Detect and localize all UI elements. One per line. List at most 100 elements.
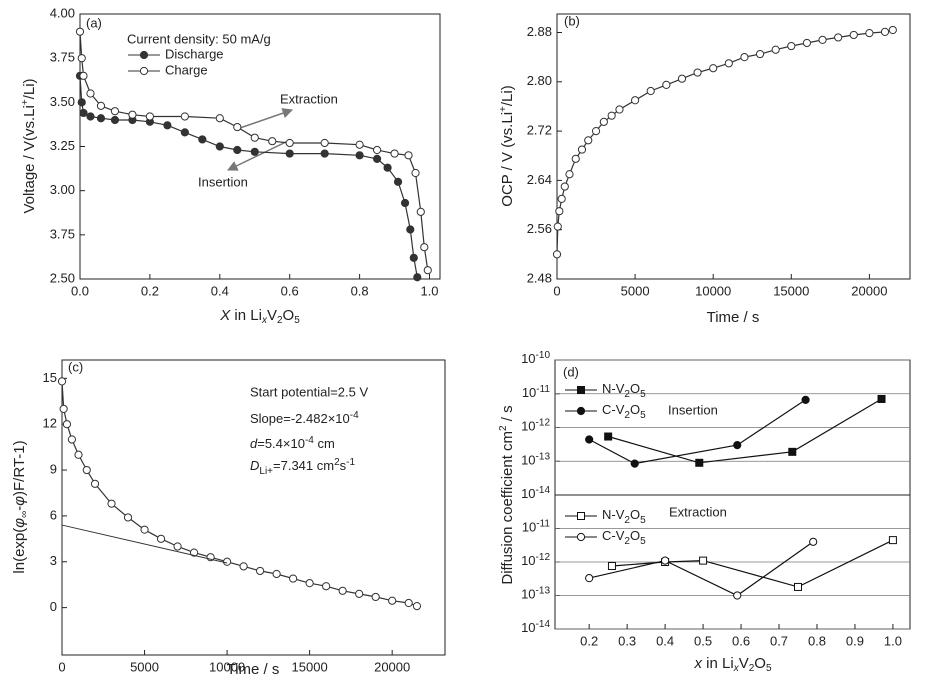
text-part: 10 <box>521 553 535 568</box>
text-part: -4 <box>305 435 314 446</box>
x-tick-label: 1.0 <box>420 283 438 298</box>
marker-circle <box>413 273 422 282</box>
y-tick-label: 6 <box>50 507 57 522</box>
x-tick-label: 0.3 <box>618 633 636 648</box>
marker-circle <box>693 68 702 77</box>
marker-circle <box>371 592 380 602</box>
text-part: -4 <box>350 410 359 421</box>
marker-square <box>577 512 585 520</box>
y-tick-label: 3.75 <box>50 50 75 65</box>
marker-circle <box>577 145 587 154</box>
text-part: -13 <box>536 585 551 596</box>
marker-circle <box>355 140 364 149</box>
marker-circle <box>289 574 298 583</box>
series-line <box>79 75 418 278</box>
marker-circle <box>79 108 88 118</box>
marker-circle <box>404 598 413 608</box>
marker-circle <box>552 250 562 259</box>
text-part: x <box>733 663 740 674</box>
x-axis-label: Time / s <box>707 309 760 326</box>
text-part: 10 <box>521 419 535 434</box>
x-tick-label: 0 <box>58 659 65 674</box>
text-part: -14 <box>536 485 551 496</box>
text-part: 2 <box>498 425 509 431</box>
marker-circle <box>390 149 399 158</box>
text-part: 10 <box>521 587 535 602</box>
marker-circle <box>67 435 77 444</box>
text-part: φ <box>11 518 28 528</box>
annotation: Slope=-2.482×10-4 <box>250 410 359 427</box>
y-tick-label: 2.72 <box>527 123 552 138</box>
text-part: 2 <box>624 515 630 526</box>
marker-circle <box>268 137 277 146</box>
series-line <box>61 524 228 564</box>
text-part: -14 <box>536 619 551 630</box>
text-part: x <box>694 655 703 672</box>
annotation: Start potential=2.5 V <box>250 384 368 399</box>
y-tick-label: 2.80 <box>527 73 552 88</box>
x-tick-label: 10000 <box>209 659 245 674</box>
x-tick-label: 0.0 <box>71 283 89 298</box>
marker-circle <box>180 112 189 121</box>
marker-square <box>793 582 802 591</box>
y-tick-label: 10-10 <box>521 350 550 367</box>
marker-circle <box>355 589 364 598</box>
marker-circle <box>239 562 248 571</box>
text-part: Slope=-2.482×10 <box>250 411 350 426</box>
marker-circle <box>555 207 564 216</box>
x-tick-label: 0.4 <box>656 633 674 648</box>
text-part: X <box>219 307 231 324</box>
text-part: -11 <box>536 383 550 394</box>
marker-square <box>788 447 797 456</box>
marker-circle <box>553 222 562 231</box>
y-tick-label: 3.75 <box>50 226 75 241</box>
marker-circle <box>74 450 83 459</box>
marker-circle <box>834 33 843 42</box>
marker-circle <box>733 591 742 600</box>
marker-circle <box>412 601 422 611</box>
text-part: ln(exp( <box>11 528 28 574</box>
marker-circle <box>173 542 182 551</box>
marker-circle <box>865 29 874 38</box>
marker-circle <box>576 406 586 416</box>
text-part: =7.341 cm <box>273 458 334 473</box>
marker-circle <box>123 513 133 522</box>
y-axis-label: Voltage / V(vs.Li+/Li) <box>20 78 38 213</box>
y-tick-label: 3.00 <box>50 182 75 197</box>
y-tick-label: 10-11 <box>522 518 551 535</box>
marker-circle <box>75 27 85 36</box>
axes-frame <box>556 13 911 280</box>
marker-circle <box>560 182 569 191</box>
text-part: C-V <box>602 402 625 417</box>
text-part: =5.4×10 <box>257 436 305 451</box>
x-axis-label: x in LixV2O5 <box>694 655 772 674</box>
x-tick-label: 0.8 <box>808 633 826 648</box>
marker-circle <box>372 145 382 155</box>
marker-circle <box>79 71 88 80</box>
text-part: OCP / V (vs.Li <box>499 112 516 207</box>
marker-circle <box>557 194 566 203</box>
y-tick-label: 10-12 <box>521 417 550 434</box>
text-part: 5 <box>640 536 646 547</box>
marker-circle <box>677 74 687 83</box>
panel-label: (b) <box>564 13 580 28</box>
marker-circle <box>77 54 86 63</box>
text-part: + <box>498 106 509 112</box>
marker-square <box>604 432 613 441</box>
marker-circle <box>163 121 172 130</box>
text-part: 10 <box>521 351 535 366</box>
text-part: s <box>340 458 347 473</box>
marker-circle <box>771 45 780 54</box>
y-axis-label: OCP / V (vs.Li+/Li) <box>498 85 516 206</box>
x-tick-label: 0.7 <box>770 633 788 648</box>
marker-circle <box>285 138 294 148</box>
y-tick-label: 2.50 <box>50 270 75 285</box>
marker-circle <box>322 582 331 591</box>
x-tick-label: 20000 <box>374 659 410 674</box>
y-tick-label: 10-13 <box>521 585 550 602</box>
marker-circle <box>787 41 796 51</box>
marker-circle <box>591 126 601 136</box>
marker-circle <box>571 154 580 163</box>
text-part: O <box>630 528 640 543</box>
panel-label: (c) <box>68 359 83 374</box>
